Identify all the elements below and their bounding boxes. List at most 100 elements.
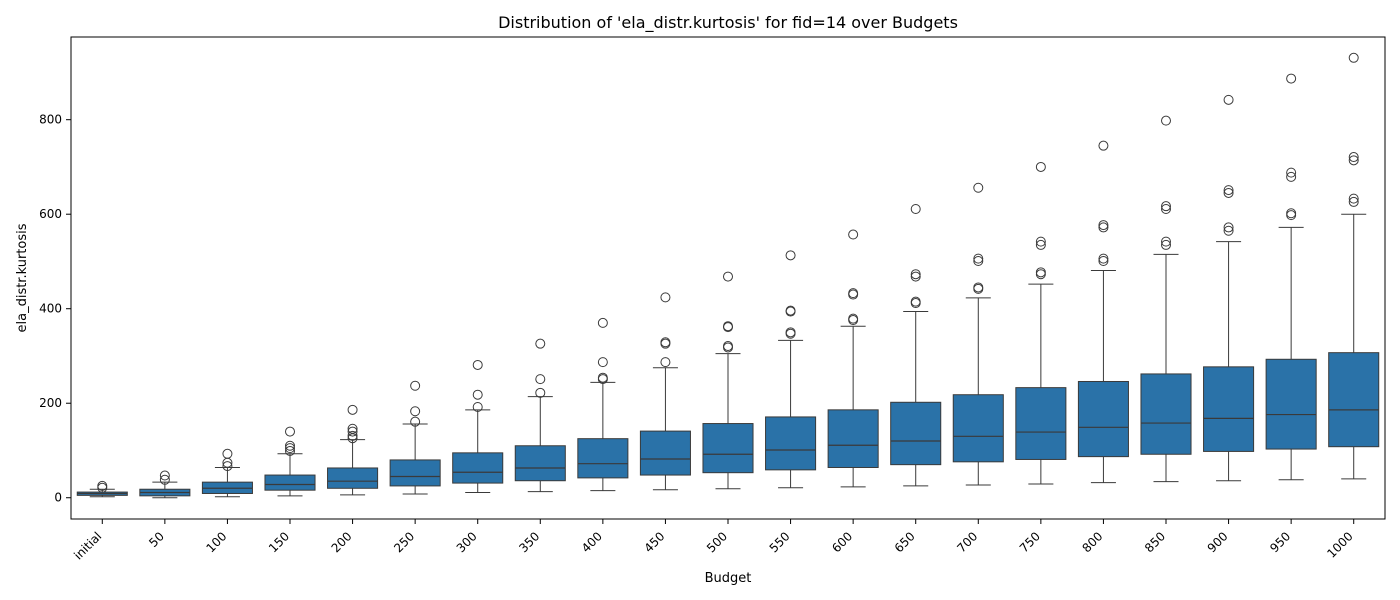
iqr-box [1265, 358, 1317, 450]
outlier-point [1348, 193, 1359, 204]
x-tick-label: 150 [266, 529, 292, 555]
outlier-point [785, 305, 796, 316]
box-initial [76, 480, 128, 498]
outlier-point [785, 250, 796, 261]
x-tick-label: 200 [329, 529, 355, 555]
outlier-point [535, 387, 546, 398]
outlier-point [1348, 52, 1359, 63]
outlier-point [660, 337, 671, 348]
outlier-point [848, 288, 859, 299]
box-600 [827, 229, 879, 488]
outlier-point [1098, 140, 1109, 151]
outlier-point [660, 292, 671, 303]
outlier-point [1223, 225, 1234, 236]
y-tick-label: 200 [39, 396, 62, 410]
box-350 [514, 338, 566, 493]
box-150 [264, 426, 316, 497]
outlier-point [159, 474, 170, 485]
outlier-point [535, 338, 546, 349]
outlier-point [1161, 239, 1171, 250]
iqr-box [514, 445, 566, 482]
outlier-point [347, 423, 358, 434]
box-100 [201, 448, 253, 498]
box-1000 [1328, 52, 1380, 480]
outlier-point [973, 182, 984, 193]
outlier-point [1348, 196, 1359, 207]
y-axis-title: ela_distr.kurtosis [15, 223, 30, 332]
outlier-point [1098, 253, 1109, 264]
iqr-box [827, 409, 879, 468]
outlier-point [597, 317, 608, 328]
outlier-point [1286, 73, 1297, 84]
x-tick-label: 600 [829, 529, 855, 555]
iqr-box [1328, 352, 1380, 448]
x-tick-label: 800 [1079, 529, 1105, 555]
y-tick-label: 400 [39, 302, 62, 316]
iqr-box [264, 474, 316, 491]
outlier-point [1035, 267, 1046, 278]
outlier-point [785, 327, 796, 338]
iqr-box [702, 423, 754, 474]
y-tick-label: 0 [54, 491, 62, 505]
outlier-point [660, 357, 671, 368]
outlier-point [1161, 204, 1171, 215]
outlier-point [472, 389, 483, 400]
outlier-point [472, 402, 483, 413]
outlier-point [1223, 187, 1234, 198]
x-axis: initial 50 100 150 200 250 300 350 400 450 500 550 6… [71, 519, 1356, 562]
iqr-box [327, 467, 379, 489]
x-tick-label: 300 [454, 529, 480, 555]
outlier-point [973, 282, 984, 293]
iqr-box [1077, 380, 1129, 458]
iqr-box [389, 459, 441, 487]
iqr-box [1015, 387, 1067, 460]
outlier-point [723, 321, 733, 332]
box-900 [1203, 94, 1255, 482]
outlier-point [1223, 222, 1234, 233]
outlier-point [1161, 201, 1171, 212]
box-200 [327, 404, 379, 496]
outlier-point [347, 426, 358, 437]
iqr-box [1203, 366, 1255, 452]
y-tick-label: 800 [39, 113, 62, 127]
outlier-point [347, 430, 358, 441]
iqr-box [1140, 373, 1192, 455]
x-tick-label: 400 [579, 529, 605, 555]
iqr-box [952, 394, 1004, 463]
x-tick-label: 1000 [1324, 529, 1355, 560]
iqr-box [577, 438, 629, 479]
x-tick-label: 950 [1267, 529, 1293, 555]
outlier-point [1348, 155, 1359, 166]
outlier-point [285, 445, 295, 456]
outlier-point [723, 341, 733, 352]
box-750 [1015, 161, 1067, 485]
outlier-point [848, 229, 859, 240]
outlier-point [1286, 167, 1297, 178]
chart-title: Distribution of 'ela_distr.kurtosis' for… [498, 13, 958, 33]
box-850 [1140, 115, 1192, 483]
outlier-point [535, 374, 546, 385]
y-axis: 0 200 400 600 800 [39, 113, 71, 505]
outlier-point [1348, 152, 1359, 163]
outlier-point [973, 253, 984, 264]
outlier-point [1098, 222, 1109, 233]
outlier-point [910, 296, 921, 307]
box-800 [1077, 140, 1129, 484]
outlier-point [973, 255, 984, 266]
outlier-point [723, 271, 733, 282]
outlier-point [1223, 94, 1234, 105]
outlier-point [910, 204, 921, 215]
box-300 [452, 359, 504, 494]
outlier-point [285, 426, 295, 437]
box-650 [890, 204, 942, 487]
outlier-point [285, 440, 295, 451]
outlier-point [410, 406, 421, 417]
outlier-point [1161, 236, 1171, 247]
x-tick-label: 750 [1017, 529, 1043, 555]
outlier-point [1035, 239, 1046, 250]
outlier-point [1098, 255, 1109, 266]
box-50 [139, 470, 191, 499]
outlier-point [347, 404, 358, 415]
box-550 [765, 250, 817, 489]
